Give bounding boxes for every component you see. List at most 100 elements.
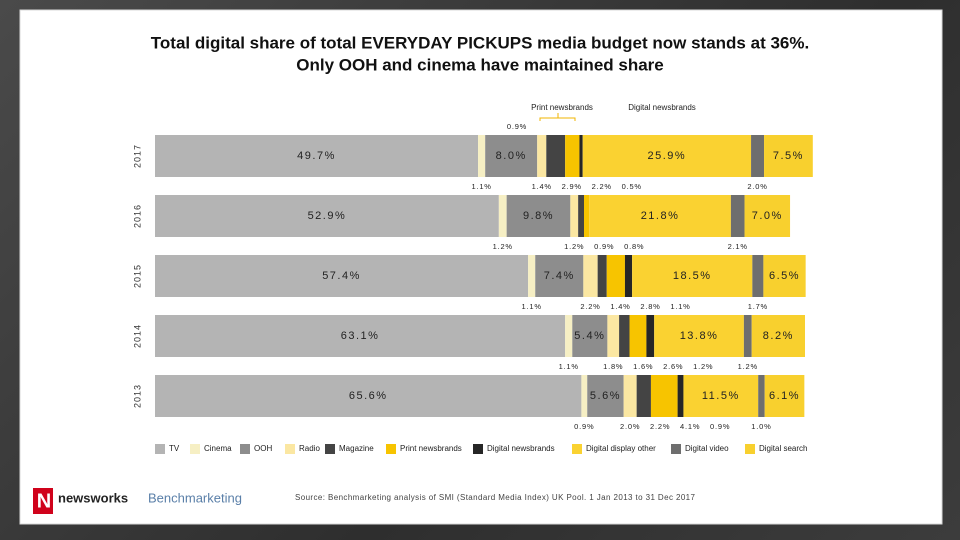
data-label: 2.0%: [620, 422, 640, 431]
data-label: 2.2%: [592, 182, 612, 191]
data-label: 1.2%: [738, 362, 758, 371]
data-label: 0.8%: [624, 242, 644, 251]
bar-segment: [619, 315, 630, 357]
bar-segment: [155, 315, 566, 357]
bar-segment: [498, 195, 507, 237]
data-label: 65.6%: [349, 390, 388, 402]
data-label: 1.6%: [633, 362, 653, 371]
legend-label: Digital newsbrands: [487, 444, 555, 453]
data-label: 1.2%: [564, 242, 584, 251]
bar-segment: [582, 135, 752, 177]
chart-title: Total digital share of total EVERYDAY PI…: [151, 33, 809, 52]
data-label: 0.9%: [594, 242, 614, 251]
bar-segment: [677, 375, 684, 417]
legend-label: Cinema: [204, 444, 232, 453]
bar-segment: [485, 135, 538, 177]
legend-swatch: [240, 444, 250, 454]
bracket: [539, 113, 576, 121]
bar-segment: [528, 255, 536, 297]
bar-segment: [570, 195, 579, 237]
y-tick-label: 2017: [132, 144, 142, 168]
legend-label: Print newsbrands: [400, 444, 462, 453]
legend-swatch: [325, 444, 335, 454]
legend-label: Radio: [299, 444, 320, 453]
data-label: 2.8%: [640, 302, 660, 311]
bar-segment: [764, 135, 813, 177]
data-label: 8.0%: [496, 150, 527, 162]
logo-mark-letter: N: [37, 490, 51, 512]
bar-segment: [629, 315, 647, 357]
legend-swatch: [155, 444, 165, 454]
bar-segment: [758, 375, 765, 417]
bar-segment: [155, 255, 529, 297]
annotation: 0.9%: [507, 122, 527, 131]
data-label: 2.1%: [728, 242, 748, 251]
bar-segment: [155, 375, 582, 417]
y-tick-label: 2016: [132, 204, 142, 228]
bar-segment: [654, 315, 744, 357]
data-label: 1.4%: [532, 182, 552, 191]
data-label: 63.1%: [341, 330, 380, 342]
legend-label: Digital display other: [586, 444, 656, 453]
data-label: 2.9%: [562, 182, 582, 191]
data-label: 21.8%: [641, 210, 680, 222]
logo-mark: [33, 488, 53, 514]
data-label: 13.8%: [680, 330, 719, 342]
bar-segment: [579, 135, 583, 177]
data-label: 52.9%: [308, 210, 347, 222]
data-label: 1.1%: [471, 182, 491, 191]
data-label: 5.6%: [590, 390, 621, 402]
legend-label: Magazine: [339, 444, 374, 453]
bar-segment: [506, 195, 571, 237]
bar-segment: [743, 315, 752, 357]
data-label: 5.4%: [574, 330, 605, 342]
bar-segment: [606, 255, 625, 297]
bar-segment: [763, 255, 806, 297]
legend-swatch: [386, 444, 396, 454]
bar-segment: [572, 315, 608, 357]
bar-segment: [584, 195, 590, 237]
bar-segment: [751, 315, 805, 357]
data-label: 7.5%: [773, 150, 804, 162]
bracket-label: Digital newsbrands: [628, 103, 696, 112]
y-tick-label: 2015: [132, 264, 142, 288]
y-tick-label: 2014: [132, 324, 142, 348]
legend-swatch: [572, 444, 582, 454]
bar-segment: [683, 375, 759, 417]
logo: newsworks: [58, 490, 128, 505]
data-label: 1.0%: [751, 422, 771, 431]
bar-segment: [764, 375, 805, 417]
legend-swatch: [745, 444, 755, 454]
bar-segment: [730, 195, 745, 237]
bar-segment: [478, 135, 486, 177]
data-label: 8.2%: [763, 330, 794, 342]
bar-segment: [587, 375, 624, 417]
bar-segment: [581, 375, 588, 417]
data-label: 2.0%: [747, 182, 767, 191]
bar-segment: [565, 135, 580, 177]
data-label: 2.2%: [650, 422, 670, 431]
bar-segment: [589, 195, 731, 237]
data-label: 7.0%: [752, 210, 783, 222]
legend-label: Digital video: [685, 444, 729, 453]
data-label: 1.2%: [493, 242, 513, 251]
data-label: 6.5%: [769, 270, 800, 282]
legend-swatch: [190, 444, 200, 454]
data-label: 1.7%: [748, 302, 768, 311]
data-label: 11.5%: [702, 390, 740, 402]
legend-label: Digital search: [759, 444, 807, 453]
legend-swatch: [285, 444, 295, 454]
bar-segment: [650, 375, 678, 417]
data-label: 49.7%: [297, 150, 336, 162]
bar-segment: [537, 135, 547, 177]
bar-segment: [632, 255, 753, 297]
bar-segment: [597, 255, 607, 297]
bar-segment: [752, 255, 764, 297]
data-label: 18.5%: [673, 270, 712, 282]
data-label: 0.9%: [574, 422, 594, 431]
bar-segment: [565, 315, 573, 357]
bar-segment: [646, 315, 655, 357]
bar-segment: [155, 135, 479, 177]
bracket-label: Print newsbrands: [531, 103, 593, 112]
